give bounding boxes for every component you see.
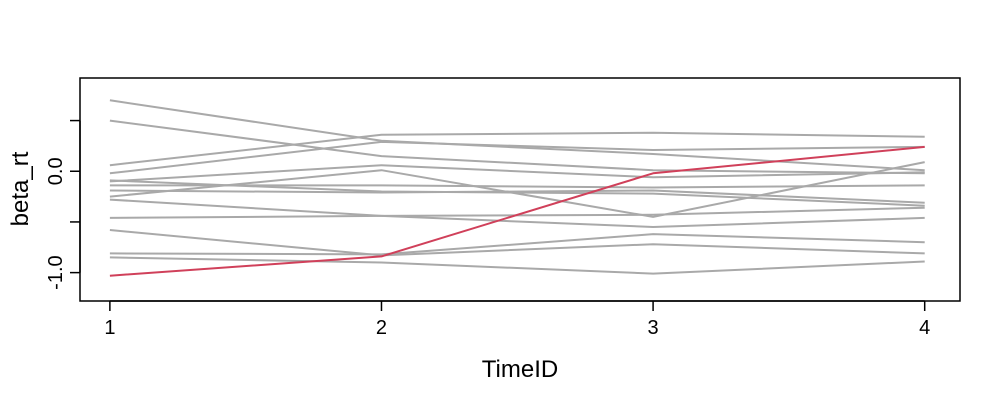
y-tick-label: 0.0 <box>45 157 67 185</box>
series-line <box>109 189 925 204</box>
y-tick-label: -1.0 <box>45 255 67 289</box>
x-tick-label: 1 <box>104 317 115 339</box>
series-line <box>109 184 925 189</box>
series-line <box>109 214 925 228</box>
x-axis: 1 2 3 4 <box>104 300 930 339</box>
x-tick-label: 4 <box>919 317 930 339</box>
series-line <box>109 164 925 183</box>
series-line <box>109 229 925 257</box>
series-layer <box>109 99 925 277</box>
x-tick-label: 2 <box>376 317 387 339</box>
series-line <box>109 140 925 175</box>
series-line <box>109 233 925 256</box>
series-line <box>109 256 925 275</box>
y-axis: -1.0 0.0 <box>45 119 81 290</box>
series-line <box>109 119 925 175</box>
series-line <box>109 131 925 167</box>
y-axis-title: beta_rt <box>7 151 34 226</box>
x-tick-label: 3 <box>648 317 659 339</box>
x-axis-title: TimeID <box>482 356 558 383</box>
series-line <box>109 99 925 172</box>
highlighted-series-line <box>109 145 925 277</box>
series-line <box>109 198 925 217</box>
series-line <box>109 161 925 218</box>
